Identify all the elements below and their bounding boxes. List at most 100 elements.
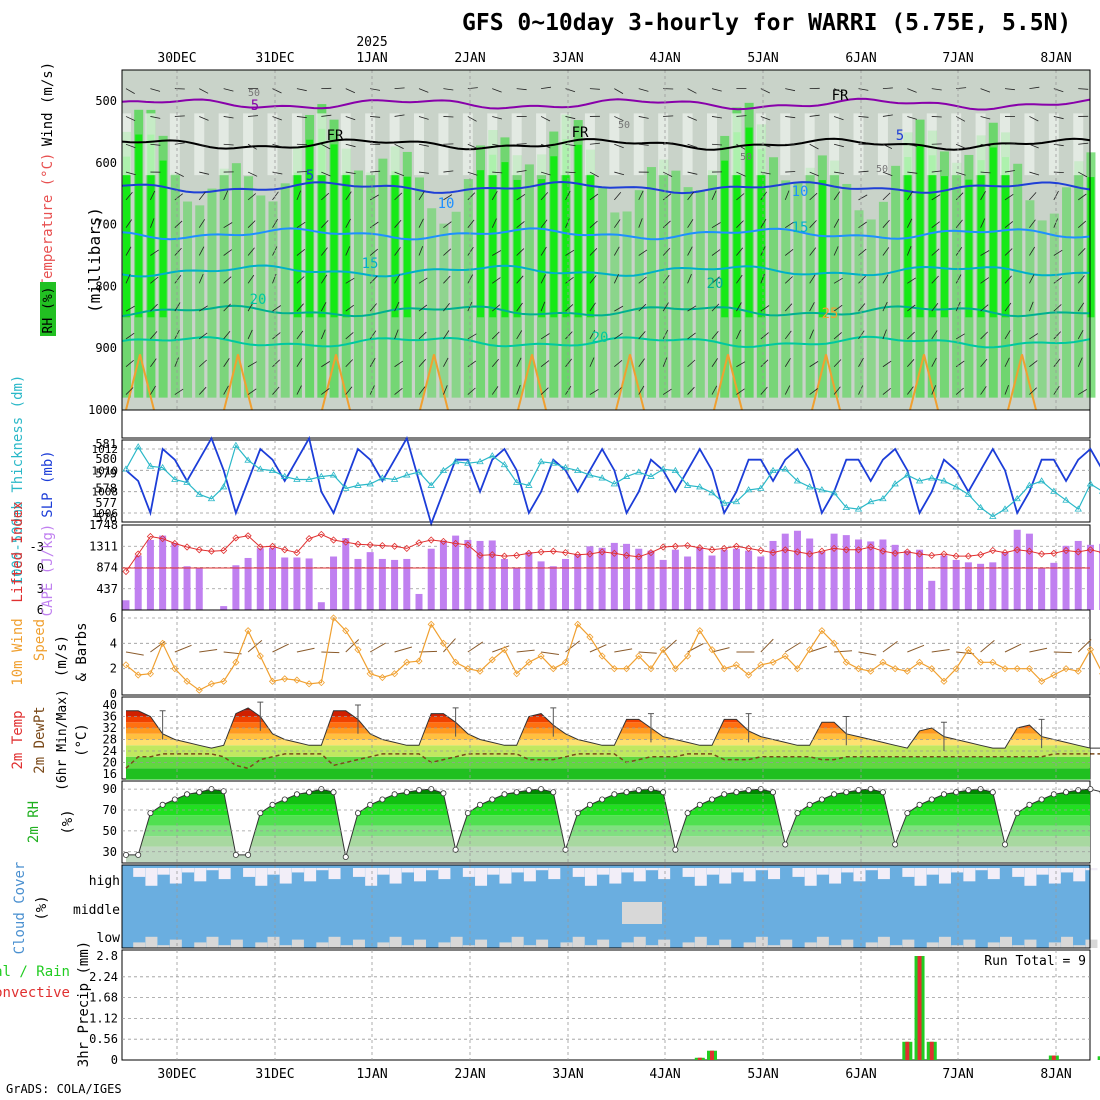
wind-barb xyxy=(443,248,452,256)
precip-tick-label: 1.68 xyxy=(89,991,118,1005)
wind-barb xyxy=(296,248,306,256)
thickness-point xyxy=(134,443,142,450)
wind-speed-point xyxy=(488,656,496,664)
wind-barb xyxy=(516,248,525,256)
cloud-high xyxy=(792,868,805,877)
wind-barb xyxy=(809,171,820,177)
wind-speed-point xyxy=(195,686,203,694)
temperature-contour xyxy=(121,180,1091,195)
wind-speed-point xyxy=(915,658,924,666)
slp-tick-label: 1008 xyxy=(92,486,119,499)
wind-barb xyxy=(272,116,282,121)
wind-barb xyxy=(369,357,376,367)
cloud-low xyxy=(621,942,634,948)
cape-tick-label: 1311 xyxy=(89,539,118,553)
wind-barb xyxy=(540,360,550,368)
wind-barb xyxy=(174,357,179,367)
wind-barb xyxy=(833,277,843,284)
wind-barb xyxy=(540,246,547,256)
cloud-high xyxy=(584,868,597,886)
wind-barb xyxy=(516,357,522,367)
wind-barb xyxy=(540,219,548,228)
wind-barb xyxy=(565,249,575,256)
cape-bar xyxy=(525,552,533,610)
wind-barb xyxy=(198,386,207,395)
cape-bar xyxy=(330,556,338,610)
cloud-low xyxy=(536,939,549,948)
wind-speed-point xyxy=(329,614,338,622)
rh-point xyxy=(635,787,642,794)
wind-barb xyxy=(638,116,649,119)
thickness-point xyxy=(586,471,594,478)
temp-color-band xyxy=(126,728,1090,734)
precip-tick-label: 2.24 xyxy=(89,970,118,984)
li-point xyxy=(610,549,618,557)
li-point xyxy=(1025,547,1033,555)
cloud-low xyxy=(279,945,292,948)
temperature-contour-label: 5 xyxy=(896,128,904,144)
wind-barb xyxy=(882,114,893,117)
cloud-low xyxy=(633,936,646,948)
wind-barb xyxy=(955,333,965,340)
thickness-point xyxy=(244,456,252,463)
wind-barb-10m xyxy=(589,644,607,653)
cloud-high xyxy=(609,868,622,884)
thickness-point xyxy=(781,465,789,472)
precip-convective-bar xyxy=(917,956,922,1060)
rh-shade-core xyxy=(757,149,765,318)
date-label-bottom: 2JAN xyxy=(454,1067,485,1082)
rh-point xyxy=(794,810,801,817)
wind-barb xyxy=(907,304,916,312)
temperature-contour xyxy=(121,227,1091,241)
li-point xyxy=(146,532,154,541)
wind-speed-point xyxy=(122,661,130,669)
wind-barb xyxy=(1029,86,1040,90)
wind-barb-10m xyxy=(565,640,581,653)
wind-barb xyxy=(589,220,598,228)
rh-shade xyxy=(195,205,205,398)
cloud-low xyxy=(157,945,170,948)
cape-bar xyxy=(964,562,972,610)
cloud-low xyxy=(340,945,353,948)
wind-barb xyxy=(1078,142,1089,145)
thickness-point xyxy=(342,484,350,491)
rh-shade xyxy=(415,177,424,398)
cape-bar xyxy=(500,558,508,610)
thickness-point xyxy=(1001,505,1009,512)
cloud-low xyxy=(877,936,890,948)
rh-shade-core xyxy=(721,160,729,318)
wind-barb xyxy=(565,358,573,367)
cloud-high xyxy=(499,868,512,884)
rh-shade-core xyxy=(123,156,130,318)
wind-barb-10m xyxy=(931,649,950,653)
precip-frame xyxy=(121,949,1091,1061)
cloud-low xyxy=(755,936,768,948)
cape-axis-label: CAPE (J/kg) xyxy=(40,524,56,617)
wind-barb xyxy=(1077,220,1087,228)
cape-bar xyxy=(708,555,716,610)
rh-shade-core xyxy=(928,155,936,318)
wind-barb xyxy=(467,387,476,395)
cloud-high xyxy=(511,868,524,873)
li-point xyxy=(854,546,863,554)
cloud-high xyxy=(1012,868,1025,877)
wind-barb xyxy=(1004,221,1014,229)
wind-barb xyxy=(833,332,842,340)
rh-contour-label: 50 xyxy=(740,152,752,163)
wind-barb xyxy=(540,333,550,340)
cape-bar xyxy=(549,566,557,610)
wind-barb xyxy=(614,143,624,149)
wind-barb xyxy=(1004,330,1011,340)
precip-tick-label: 2.8 xyxy=(96,949,118,963)
rh-shade xyxy=(170,173,180,398)
wind-barb xyxy=(248,115,259,117)
rh-point xyxy=(696,801,703,808)
cloud-high xyxy=(523,868,536,882)
cloud-low xyxy=(352,939,365,948)
rh-shade-dry xyxy=(511,113,522,176)
wind-barb xyxy=(467,171,478,176)
rh-point xyxy=(354,810,361,817)
wind-barb xyxy=(687,88,697,94)
wind-speed-point xyxy=(757,661,765,669)
cape-bar xyxy=(806,538,814,610)
